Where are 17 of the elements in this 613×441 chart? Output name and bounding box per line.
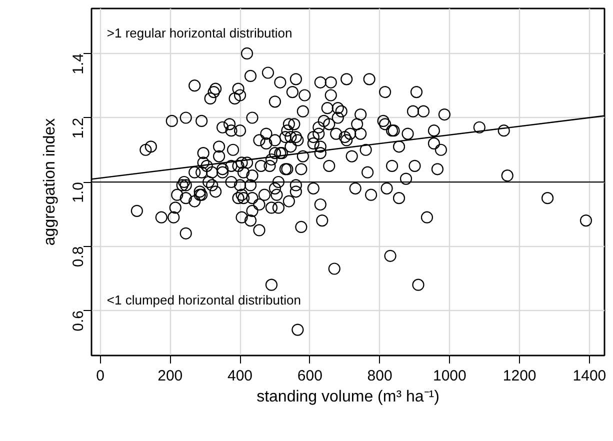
- x-tick-label: 800: [367, 368, 392, 384]
- x-tick-label: 1200: [502, 368, 536, 384]
- y-tick-label: 1.4: [70, 53, 87, 74]
- y-tick-label: 1.2: [70, 118, 87, 139]
- y-tick-label: 1.0: [70, 182, 87, 203]
- x-tick-label: 200: [158, 368, 183, 384]
- x-tick-label: 600: [297, 368, 322, 384]
- x-tick-label: 400: [228, 368, 253, 384]
- x-axis-title: standing volume (m³ ha⁻¹): [256, 388, 440, 406]
- annotation: >1 regular horizontal distribution: [106, 25, 292, 40]
- y-tick-label: 0.8: [70, 246, 87, 268]
- x-tick-label: 0: [96, 368, 104, 384]
- x-tick-label: 1000: [433, 368, 466, 384]
- y-tick-label: 0.6: [70, 310, 87, 332]
- y-axis-title: aggregation index: [42, 118, 58, 246]
- x-tick-label: 1400: [572, 368, 606, 384]
- annotation: <1 clumped horizontal distribution: [106, 292, 301, 308]
